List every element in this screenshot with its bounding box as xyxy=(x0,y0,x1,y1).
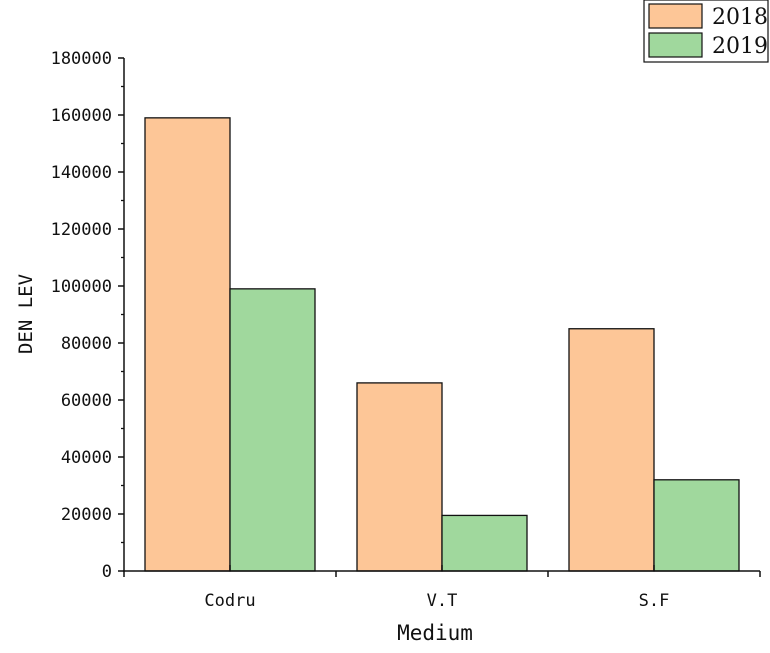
y-axis-title: DEN LEV xyxy=(15,274,37,354)
bar-2018-Codru xyxy=(144,117,231,572)
bar-2018-S.F xyxy=(568,328,655,572)
x-tick-label-S.F: S.F xyxy=(639,591,670,611)
bars-group xyxy=(144,117,740,572)
y-tick-label-100000: 100000 xyxy=(51,277,112,297)
y-tick-label-20000: 20000 xyxy=(61,505,112,525)
legend-label-2019: 2019 xyxy=(712,34,768,59)
axes-group: 0 20000 40000 60000 80000 100000 120000 140000 1… xyxy=(51,49,761,611)
x-axis-title: Medium xyxy=(397,621,473,645)
y-tick-label-140000: 140000 xyxy=(51,163,112,183)
y-tick-label-60000: 60000 xyxy=(61,391,112,411)
bar-2019-V.T xyxy=(441,514,528,572)
y-tick-label-40000: 40000 xyxy=(61,448,112,468)
legend: 2018 2019 xyxy=(643,0,769,63)
y-tick-label-0: 0 xyxy=(102,562,112,582)
y-tick-label-160000: 160000 xyxy=(51,106,112,126)
bar-2018-V.T xyxy=(356,382,443,572)
legend-label-2018: 2018 xyxy=(712,5,768,30)
legend-swatch-2019 xyxy=(648,32,703,58)
legend-swatch-2018 xyxy=(648,3,703,29)
bar-2019-S.F xyxy=(653,479,740,572)
x-tick-label-V.T: V.T xyxy=(427,591,458,611)
y-tick-label-120000: 120000 xyxy=(51,220,112,240)
bar-2019-Codru xyxy=(229,288,316,572)
y-tick-label-80000: 80000 xyxy=(61,334,112,354)
y-tick-label-180000: 180000 xyxy=(51,49,112,69)
x-tick-label-Codru: Codru xyxy=(204,591,255,611)
